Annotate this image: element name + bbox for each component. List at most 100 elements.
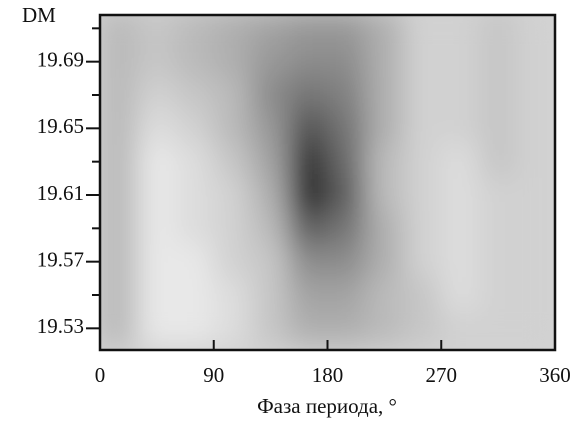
heat-cell — [100, 111, 139, 146]
heat-cell — [327, 144, 366, 179]
heat-cell — [175, 77, 215, 113]
x-tick-label: 0 — [95, 363, 106, 387]
heat-cell — [289, 177, 328, 213]
heat-cell — [402, 277, 442, 313]
heat-cell — [251, 15, 291, 46]
heat-cell — [516, 211, 555, 246]
heat-cell — [364, 77, 404, 113]
heat-cell — [402, 244, 442, 279]
heat-cell — [137, 211, 177, 246]
heat-cell — [327, 15, 366, 46]
heat-cell — [175, 44, 215, 79]
heat-cell — [440, 111, 480, 146]
heat-cell — [100, 211, 139, 246]
heat-cell — [478, 77, 518, 113]
heat-cell — [175, 277, 215, 313]
heat-cell — [251, 177, 291, 213]
heat-cell — [175, 311, 215, 346]
heat-cell — [289, 277, 328, 313]
heat-cell — [137, 144, 177, 179]
heat-cell — [402, 111, 442, 146]
heat-cell — [100, 144, 139, 179]
heat-cell — [175, 15, 215, 46]
heat-cell — [516, 311, 555, 346]
heat-cell — [175, 177, 215, 213]
heat-cell — [440, 177, 480, 213]
heat-cell — [440, 211, 480, 246]
y-tick-label: 19.57 — [37, 247, 84, 271]
heat-cell — [402, 77, 442, 113]
heat-cell — [100, 311, 139, 346]
heat-cell — [327, 244, 366, 279]
x-tick-label: 270 — [426, 363, 458, 387]
heat-cell — [213, 211, 253, 246]
heat-cell — [289, 77, 328, 113]
heat-cell — [440, 15, 480, 46]
heat-cell — [478, 144, 518, 179]
heat-cell — [251, 44, 291, 79]
y-tick-label: 19.53 — [37, 314, 84, 338]
heat-cell — [137, 177, 177, 213]
heat-cell — [402, 177, 442, 213]
x-tick-label: 360 — [539, 363, 571, 387]
heat-cell — [213, 44, 253, 79]
heat-cell — [213, 311, 253, 346]
heat-cell — [137, 111, 177, 146]
heat-cell — [402, 15, 442, 46]
heat-cell — [327, 177, 366, 213]
heat-cell — [100, 77, 139, 113]
heat-cell — [478, 244, 518, 279]
heat-cell — [175, 211, 215, 246]
y-axis-label: DM — [22, 3, 56, 27]
heat-cell — [478, 44, 518, 79]
heat-cell — [289, 144, 328, 179]
heat-cell — [478, 277, 518, 313]
heat-cell — [402, 44, 442, 79]
heat-cell — [289, 111, 328, 146]
heat-cell — [251, 77, 291, 113]
heat-cell — [137, 277, 177, 313]
heat-cell — [100, 277, 139, 313]
heat-cell — [327, 44, 366, 79]
heat-cell — [364, 111, 404, 146]
heat-cell — [478, 111, 518, 146]
heat-cell — [478, 177, 518, 213]
heat-cell — [175, 244, 215, 279]
heat-cell — [289, 311, 328, 346]
y-tick-label: 19.69 — [37, 47, 84, 71]
heat-cell — [213, 111, 253, 146]
heat-cell — [175, 111, 215, 146]
heat-cell — [251, 111, 291, 146]
heat-cell — [478, 311, 518, 346]
heat-cell — [440, 244, 480, 279]
heat-cell — [364, 177, 404, 213]
x-tick-label: 90 — [203, 363, 224, 387]
heat-cell — [213, 244, 253, 279]
y-tick-label: 19.65 — [37, 114, 84, 138]
heat-cell — [402, 144, 442, 179]
heat-cell — [440, 77, 480, 113]
heat-cell — [327, 211, 366, 246]
heat-cell — [440, 311, 480, 346]
heat-cell — [251, 211, 291, 246]
heat-cell — [100, 177, 139, 213]
heat-cell — [364, 311, 404, 346]
heat-cell — [251, 244, 291, 279]
heat-cell — [516, 144, 555, 179]
heat-cell — [440, 44, 480, 79]
heat-cell — [364, 244, 404, 279]
heat-cell — [478, 211, 518, 246]
heat-cell — [516, 177, 555, 213]
heat-cell — [251, 277, 291, 313]
heat-cell — [251, 311, 291, 346]
heat-cell — [327, 111, 366, 146]
heat-cell — [440, 144, 480, 179]
heat-cell — [402, 311, 442, 346]
heat-cell — [213, 277, 253, 313]
heat-cell — [327, 77, 366, 113]
heat-cell — [100, 15, 139, 46]
heat-cell — [364, 44, 404, 79]
heat-cell — [440, 277, 480, 313]
heat-cell — [100, 44, 139, 79]
